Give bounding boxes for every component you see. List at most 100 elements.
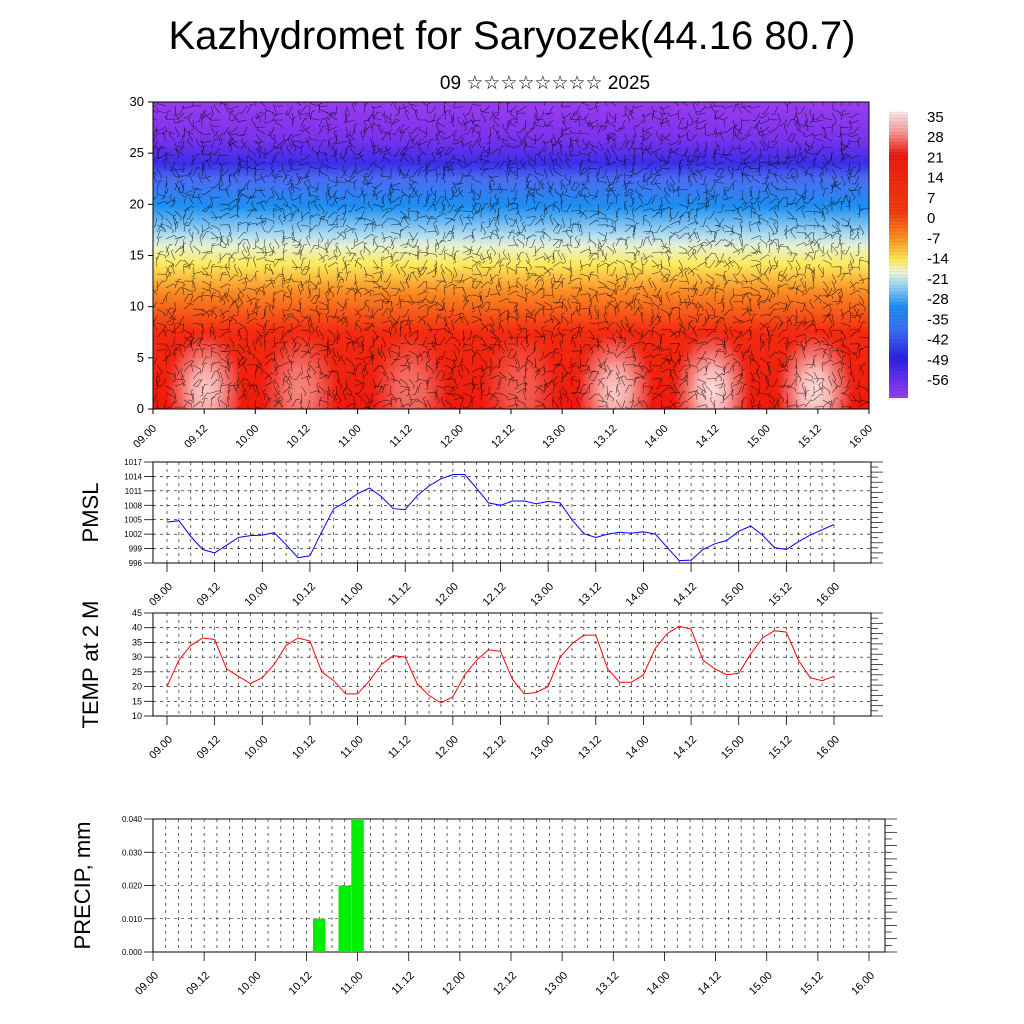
colorbar-label: 35 [927,109,944,126]
y-tick-label: 0 [137,401,144,416]
x-tick-label: 11.00 [336,423,363,450]
colorbar-label: -28 [927,291,949,308]
y-tick-label: 1017 [124,458,142,467]
x-tick-label: 09.00 [133,970,161,998]
y-tick-label: 0.030 [122,848,143,857]
precip-bar [351,819,364,952]
y-tick-label: 999 [129,545,143,554]
y-tick-label: 0.010 [122,915,143,924]
y-tick-label: 15 [130,248,144,263]
x-tick-label: 10.12 [290,734,318,762]
x-tick-label: 14.00 [643,423,671,451]
temp-2m-panel: 10 15 20 25 30 35 40 45 09.00 09.12 10.00 10.12 11.0… [78,601,883,762]
x-tick-label: 15.00 [747,970,775,998]
wind-barbs [153,102,869,409]
x-tick-label: 13.12 [593,970,621,998]
x-tick-label: 13.12 [576,581,604,609]
y-tick-label: 0.000 [122,948,143,957]
warm-core [262,327,338,409]
x-tick-label: 15.00 [719,581,747,609]
y-tick-label: 45 [132,608,142,618]
x-tick-label: 13.00 [542,970,570,998]
precip-panel: 0.000 0.010 0.020 0.030 0.040 09.00 09.12 10.00… [70,815,897,998]
colorbar-gradient [889,112,908,398]
colorbar: 35 28 21 14 7 0 -7 -14 -21 -28 -35 -42 -49 -56 [889,109,949,398]
x-tick-label: 14.12 [671,581,699,609]
y-tick-label: 30 [130,94,144,109]
x-tick-label: 13.00 [540,423,568,451]
colorbar-label: 0 [927,210,935,227]
precip-bar [313,918,326,953]
colorbar-label: -14 [927,251,949,268]
x-tick-label: 12.12 [481,734,509,762]
colorbar-label: 21 [927,149,944,166]
colorbar-label: -21 [927,271,949,288]
pmsl-series-line [166,474,835,562]
x-tick-label: 11.00 [338,734,365,761]
x-tick-label: 12.00 [433,734,461,762]
colorbar-label: -42 [927,332,949,349]
x-tick-label: 14.00 [624,734,652,762]
colorbar-label: -7 [927,230,940,247]
y-tick-label: 10 [132,711,142,721]
colorbar-label: -56 [927,372,949,389]
x-tick-label: 14.12 [671,734,699,762]
chart-title: Kazhydromet for Saryozek(44.16 80.7) [168,14,856,58]
x-tick-label: 13.00 [528,734,556,762]
x-tick-label: 10.12 [285,423,313,451]
x-tick-label: 09.00 [131,423,159,451]
y-tick-label: 5 [137,350,144,365]
x-tick-label: 14.12 [694,423,722,451]
x-tick-label: 09.00 [147,734,175,762]
x-tick-label: 11.12 [386,734,413,761]
x-tick-label: 13.12 [591,423,619,451]
warm-core [167,327,243,409]
y-tick-label: 20 [130,196,144,211]
y-tick-label: 10 [130,299,144,314]
colorbar-label: -35 [927,311,949,328]
x-tick-label: 16.00 [814,581,842,609]
pmsl-panel: 996 999 1002 1005 1008 1011 1014 1017 09.00 09.12… [78,458,883,609]
y-tick-label: 25 [132,667,142,677]
y-tick-label: 0.020 [122,882,143,891]
y-tick-label: 1005 [124,516,142,525]
x-tick-label: 16.00 [847,423,875,451]
y-tick-label: 15 [132,696,142,706]
y-tick-label: 20 [132,682,142,692]
x-tick-label: 09.00 [147,581,175,609]
x-tick-label: 15.12 [796,423,824,451]
x-tick-label: 15.00 [745,423,773,451]
x-tick-label: 12.00 [433,581,461,609]
x-tick-label: 15.12 [767,734,795,762]
x-tick-label: 16.00 [814,734,842,762]
y-tick-label: 40 [132,623,142,633]
y-tick-label: 1002 [124,530,142,539]
x-tick-label: 15.12 [798,970,826,998]
x-tick-label: 11.00 [338,970,365,997]
y-tick-label: 25 [130,145,144,160]
y-tick-label: 996 [129,559,143,568]
x-tick-label: 10.00 [242,734,270,762]
x-tick-label: 12.12 [491,970,519,998]
x-tick-label: 13.00 [528,581,556,609]
x-tick-label: 09.12 [184,970,212,998]
x-tick-label: 12.12 [481,581,509,609]
x-tick-label: 13.12 [576,734,604,762]
y-axis-label: TEMP at 2 M [78,601,103,729]
x-tick-label: 12.00 [440,970,468,998]
x-tick-label: 09.12 [195,734,223,762]
colorbar-label: -49 [927,352,949,369]
x-tick-label: 10.00 [233,423,261,451]
x-tick-label: 10.12 [287,970,315,998]
y-tick-label: 35 [132,637,142,647]
colorbar-label: 14 [927,170,944,187]
x-tick-label: 12.00 [438,423,466,451]
x-tick-label: 10.12 [290,581,318,609]
colorbar-label: 28 [927,129,944,146]
x-tick-label: 11.12 [387,423,414,450]
x-tick-label: 14.00 [624,581,652,609]
x-tick-label: 14.12 [696,970,724,998]
plot-frame [152,612,872,717]
y-axis-label: PRECIP, mm [70,822,95,950]
